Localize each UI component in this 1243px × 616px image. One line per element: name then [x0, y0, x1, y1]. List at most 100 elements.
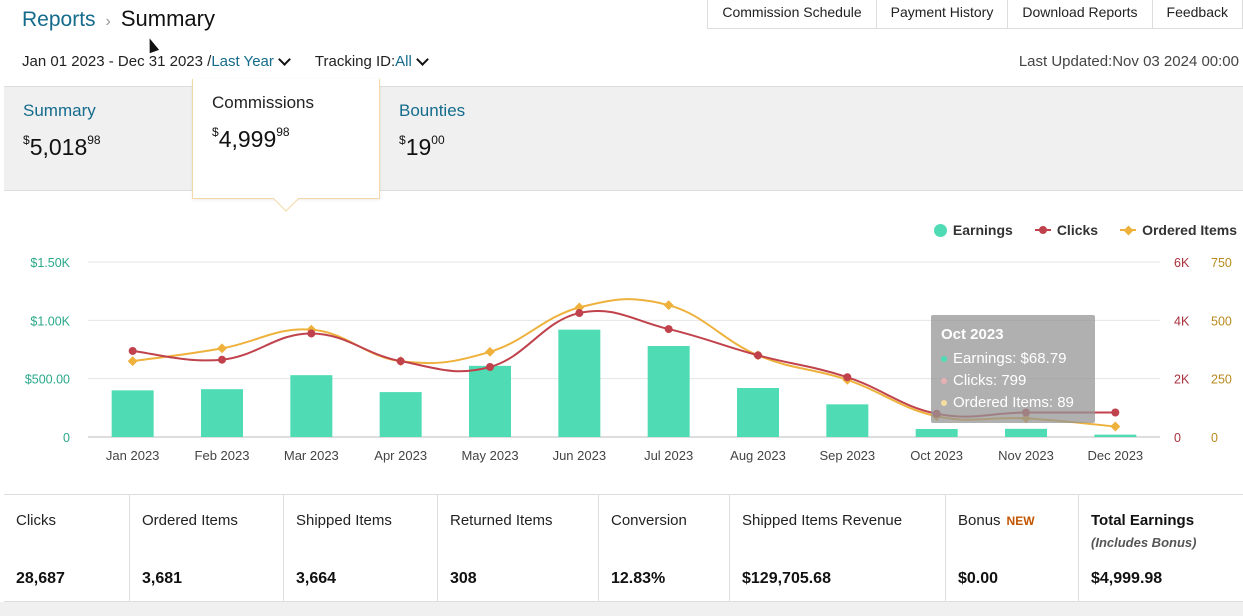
earnings-dot-icon — [941, 355, 947, 362]
tracking-id-dropdown[interactable]: All — [395, 53, 412, 70]
chevron-down-icon[interactable] — [415, 52, 429, 66]
tile-commissions-label: Commissions — [212, 93, 315, 112]
stat-value: 3,681 — [142, 570, 183, 587]
tile-summary[interactable]: Summary $5,01898 — [4, 87, 192, 191]
clicks-point — [575, 309, 584, 318]
y-right-ordered-tick-label: 250 — [1211, 373, 1232, 387]
clicks-point — [754, 351, 762, 360]
tab-commission-schedule[interactable]: Commission Schedule — [707, 0, 877, 29]
chevron-down-icon[interactable] — [278, 52, 291, 66]
legend-clicks[interactable]: Clicks — [1034, 222, 1098, 238]
stat-total-earnings: Total Earnings (Includes Bonus) $4,999.9… — [1079, 495, 1243, 601]
stat-value: 3,664 — [296, 570, 337, 587]
stat-label: Shipped Items Revenue — [742, 512, 903, 529]
x-tick-label: Apr 2023 — [374, 448, 427, 463]
ordered-items-line-icon — [1120, 225, 1137, 235]
stat-label: Returned Items — [450, 512, 553, 529]
y-right-clicks-tick-label: 4K — [1174, 314, 1190, 328]
tile-summary-amount: $5,01898 — [23, 133, 101, 160]
chart-tooltip: Oct 2023 Earnings: $68.79 Clicks: 799 Or… — [931, 315, 1095, 423]
earnings-dot-icon — [933, 223, 947, 237]
x-tick-label: Sep 2023 — [819, 448, 875, 463]
bonus-label: Bonus — [958, 512, 1001, 529]
header: Reports › Summary Commission Schedule Pa… — [0, 0, 1243, 86]
stat-returned-items: Returned Items 308 — [438, 495, 599, 601]
date-range-text: Jan 01 2023 - Dec 31 2023 / — [22, 53, 212, 70]
last-updated: Last Updated:Nov 03 2024 00:00 — [1018, 53, 1239, 70]
tooltip-title: Oct 2023 — [941, 326, 1004, 343]
ordered-items-point — [485, 346, 495, 357]
x-tick-label: Feb 2023 — [195, 448, 250, 463]
y-right-clicks-tick-label: 2K — [1174, 373, 1190, 387]
tooltip-earnings-text: Earnings: $68.79 — [953, 350, 1067, 367]
x-tick-label: Nov 2023 — [998, 448, 1054, 463]
stat-value: $129,705.68 — [742, 570, 831, 587]
stat-value: $0.00 — [958, 570, 999, 587]
filter-bar: Jan 01 2023 - Dec 31 2023 / Last Year Tr… — [22, 52, 429, 70]
ordered-items-point — [663, 300, 674, 311]
y-right-ordered-tick-label: 500 — [1211, 314, 1232, 328]
ordered-items-point — [217, 343, 227, 354]
tile-commissions-amount: $4,99998 — [212, 125, 290, 152]
stat-bonus: Bonus NEW $0.00 — [946, 495, 1079, 601]
ordered-items-point — [1110, 421, 1121, 432]
y-right-clicks-tick-label: 6K — [1174, 256, 1190, 270]
clicks-point — [128, 346, 137, 355]
stat-value: $4,999.98 — [1091, 570, 1163, 587]
x-tick-label: Dec 2023 — [1088, 448, 1144, 463]
stats-row: Clicks 28,687 Ordered Items 3,681 Shippe… — [4, 494, 1243, 602]
clicks-point — [1111, 408, 1120, 417]
stat-value: 308 — [450, 570, 477, 587]
tile-summary-label[interactable]: Summary — [23, 101, 96, 120]
legend-earnings[interactable]: Earnings — [933, 222, 1013, 238]
earnings-chart: 0 0 0 $500.00 2K 250 $1.00K 4K 500 $1.50K 6K 750 Jan… — [4, 192, 1243, 494]
clicks-point — [307, 329, 316, 338]
legend-ordered-items-label: Ordered Items — [1142, 222, 1237, 238]
stat-label: Total Earnings — [1091, 512, 1195, 529]
tracking-id-label: Tracking ID: — [314, 53, 396, 70]
earnings-bar — [1005, 428, 1047, 437]
earnings-bar — [111, 390, 154, 437]
tooltip-row-clicks: Clicks: 799 — [941, 372, 1095, 389]
y-right-ordered-tick-label: 750 — [1211, 256, 1232, 270]
tile-bounties-amount: $1900 — [399, 133, 445, 160]
x-tick-label: Jul 2023 — [644, 448, 693, 463]
clicks-point — [218, 355, 226, 364]
earnings-bar — [826, 404, 869, 437]
earnings-bar — [379, 392, 422, 437]
tab-payment-history[interactable]: Payment History — [876, 0, 1009, 29]
period-dropdown[interactable]: Last Year — [211, 53, 274, 70]
tile-bounties[interactable]: Bounties $1900 — [380, 87, 568, 191]
stat-clicks: Clicks 28,687 — [4, 495, 130, 601]
x-tick-label: Jan 2023 — [106, 448, 160, 463]
earnings-bar — [647, 346, 690, 437]
x-tick-label: May 2023 — [461, 448, 518, 463]
new-badge: NEW — [1006, 514, 1035, 528]
earnings-bar — [737, 388, 779, 437]
tab-feedback[interactable]: Feedback — [1152, 0, 1243, 29]
x-tick-label: Aug 2023 — [730, 448, 786, 463]
clicks-point — [396, 357, 405, 366]
footer-band — [0, 602, 1243, 616]
clicks-point — [843, 373, 852, 382]
y-right-clicks-tick-label: 0 — [1174, 431, 1181, 445]
y-left-tick-label: $1.00K — [30, 314, 70, 328]
tab-download-reports[interactable]: Download Reports — [1008, 0, 1153, 29]
tile-bounties-label[interactable]: Bounties — [399, 101, 466, 120]
ordered-items-dot-icon — [941, 399, 947, 406]
stat-shipped-items: Shipped Items 3,664 — [284, 495, 438, 601]
page-title: Summary — [120, 6, 215, 31]
tile-commissions[interactable]: Commissions $4,99998 — [192, 79, 380, 212]
earnings-bar — [558, 329, 601, 437]
tooltip-row-earnings: Earnings: $68.79 — [941, 350, 1095, 367]
earnings-bar — [201, 389, 243, 437]
y-left-tick-label: 0 — [63, 431, 70, 445]
stat-label: Bonus NEW — [958, 512, 1035, 529]
chart-svg: 0 0 0 $500.00 2K 250 $1.00K 4K 500 $1.50K 6K 750 Jan… — [25, 256, 1232, 463]
clicks-line-icon — [1034, 225, 1051, 235]
x-tick-label: Oct 2023 — [910, 448, 963, 463]
legend-ordered-items[interactable]: Ordered Items — [1120, 222, 1237, 238]
stat-value: 12.83% — [611, 570, 666, 587]
breadcrumb-reports-link[interactable]: Reports — [22, 8, 96, 31]
earnings-bar — [290, 375, 333, 437]
